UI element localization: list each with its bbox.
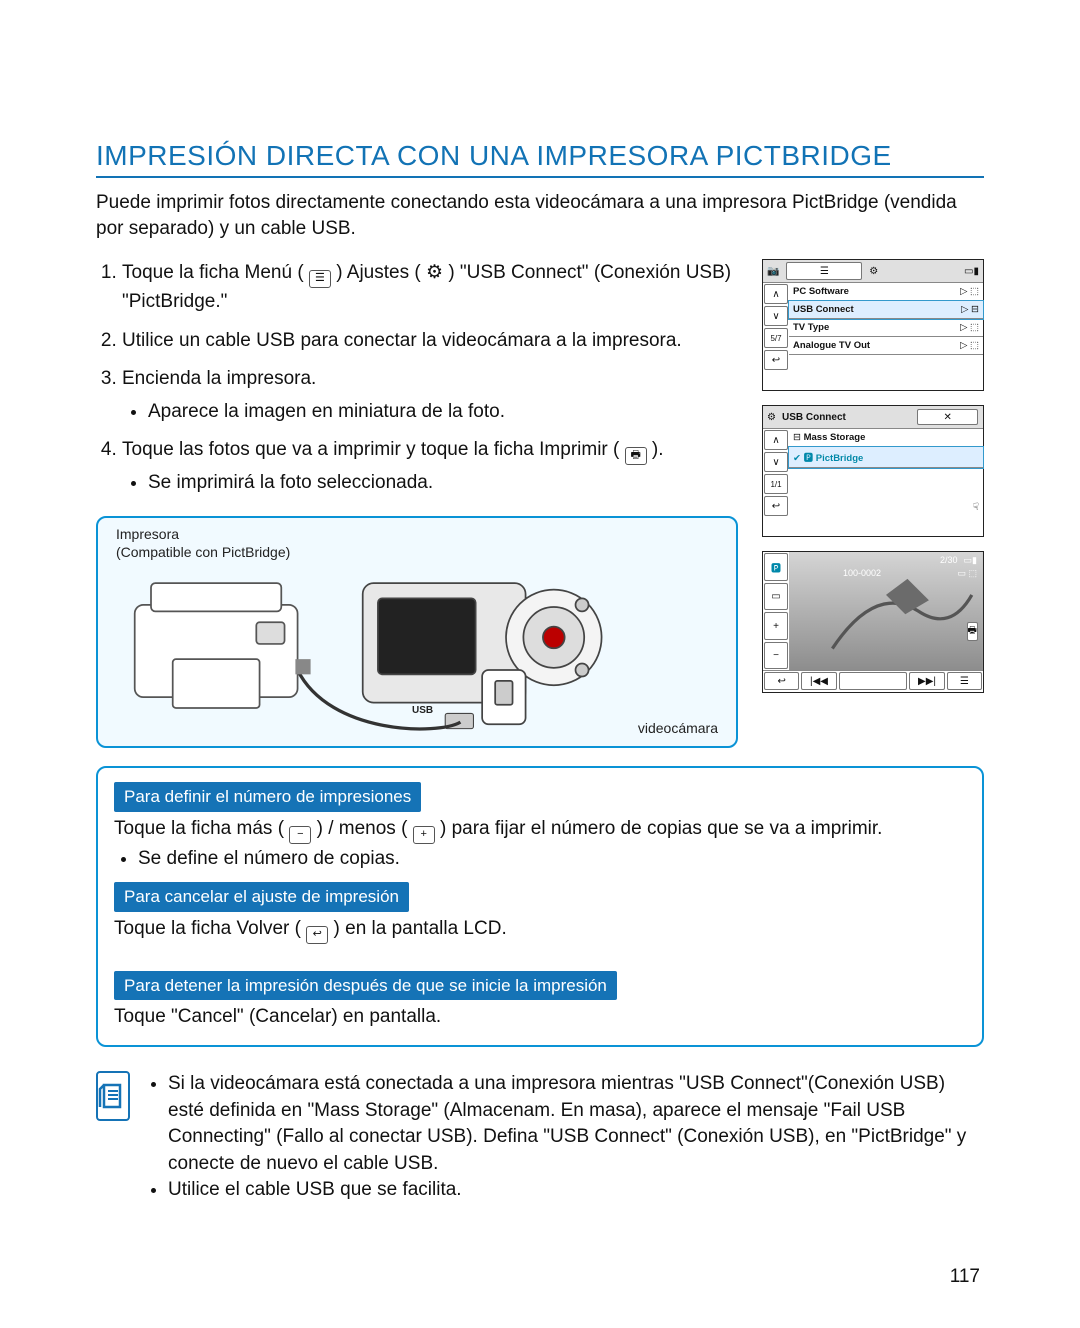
- label-set-copies: Para definir el número de impresiones: [114, 782, 421, 812]
- menu-tv-type[interactable]: TV Type: [793, 322, 829, 333]
- next-icon[interactable]: ▶▶|: [909, 672, 944, 690]
- back-icon[interactable]: ↩: [764, 496, 788, 516]
- plus-icon: +: [413, 826, 435, 844]
- copies-icon: ▭: [764, 583, 788, 611]
- copies-note: Se define el número de copias.: [138, 846, 966, 873]
- screen-print-preview: 🅿 ▭ + − 2/30 ▭: [762, 551, 984, 693]
- page-indicator: 1/1: [764, 474, 788, 494]
- back-icon[interactable]: ↩: [764, 672, 799, 690]
- menu-analogue-tv[interactable]: Analogue TV Out: [793, 340, 870, 351]
- menu-pc-software[interactable]: PC Software: [793, 286, 849, 297]
- menu-icon: ☰: [786, 262, 862, 280]
- page-indicator: 5/7: [764, 328, 788, 348]
- step-4-sub: Se imprimirá la foto seleccionada.: [148, 469, 738, 498]
- screen-settings-menu: 📷 ☰ ⚙ ▭▮ ∧ ∨ 5/7 ↩ PC Software▷ ⬚ U: [762, 259, 984, 391]
- step-3: Encienda la impresora. Aparece la imagen…: [122, 365, 738, 426]
- gear-icon: ⚙: [767, 412, 776, 423]
- note-icon: [96, 1071, 130, 1121]
- page-title: IMPRESIÓN DIRECTA CON UNA IMPRESORA PICT…: [96, 140, 984, 178]
- note-block: Si la videocámara está conectada a una i…: [96, 1071, 984, 1204]
- folder-label: 100-0002: [843, 568, 881, 578]
- menu-icon[interactable]: ☰: [947, 672, 982, 690]
- connection-diagram: Impresora (Compatible con PictBridge) vi…: [96, 516, 738, 748]
- steps-list: Toque la ficha Menú ( ☰ ) Ajustes ( ⚙ ) …: [96, 259, 738, 498]
- down-arrow-icon[interactable]: ∨: [764, 306, 788, 326]
- minus-button[interactable]: −: [764, 642, 788, 670]
- step-3-sub: Aparece la imagen en miniatura de la fot…: [148, 398, 738, 427]
- pictbridge-icon: 🅿: [804, 453, 814, 464]
- screenshots-column: 📷 ☰ ⚙ ▭▮ ∧ ∨ 5/7 ↩ PC Software▷ ⬚ U: [762, 259, 984, 748]
- usb-connect-title: USB Connect: [782, 412, 846, 423]
- diagram-svg: [98, 518, 736, 746]
- back-icon: ↩: [306, 926, 328, 944]
- step-4: Toque las fotos que va a imprimir y toqu…: [122, 436, 738, 498]
- screen-usb-connect: ⚙ USB Connect ✕ ∧ ∨ 1/1 ↩ ⊟ Mass Storage…: [762, 405, 984, 537]
- battery-icon: ▭▮: [964, 555, 977, 566]
- steps-column: Toque la ficha Menú ( ☰ ) Ajustes ( ⚙ ) …: [96, 259, 738, 748]
- up-arrow-icon[interactable]: ∧: [764, 430, 788, 450]
- menu-usb-connect[interactable]: USB Connect: [793, 304, 854, 315]
- option-pictbridge[interactable]: PictBridge: [816, 453, 864, 464]
- print-icon: 🖶: [625, 447, 647, 465]
- gear-icon: ⚙: [426, 262, 443, 283]
- pictbridge-icon: 🅿: [764, 553, 788, 581]
- minus-icon: −: [289, 826, 311, 844]
- page-number: 117: [950, 1266, 980, 1288]
- step-1: Toque la ficha Menú ( ☰ ) Ajustes ( ⚙ ) …: [122, 259, 738, 317]
- option-mass-storage[interactable]: Mass Storage: [804, 432, 866, 443]
- intro-paragraph: Puede imprimir fotos directamente conect…: [96, 190, 984, 241]
- camera-icon: 📷: [767, 266, 779, 277]
- label-stop-printing: Para detener la impresión después de que…: [114, 971, 617, 1001]
- back-icon[interactable]: ↩: [764, 350, 788, 370]
- tips-callout: Para definir el número de impresiones To…: [96, 766, 984, 1047]
- manual-page: IMPRESIÓN DIRECTA CON UNA IMPRESORA PICT…: [0, 0, 1080, 1328]
- label-cancel-setting: Para cancelar el ajuste de impresión: [114, 882, 409, 912]
- two-column-layout: Toque la ficha Menú ( ☰ ) Ajustes ( ⚙ ) …: [96, 259, 984, 748]
- photo-preview: 2/30 ▭▮ 100-0002 ▭ ⬚ 🖶: [789, 552, 983, 670]
- note-2: Utilice el cable USB que se facilita.: [168, 1177, 984, 1204]
- down-arrow-icon[interactable]: ∨: [764, 452, 788, 472]
- photo-counter: 2/30: [940, 555, 958, 566]
- battery-icon: ▭▮: [964, 266, 979, 277]
- up-arrow-icon[interactable]: ∧: [764, 284, 788, 304]
- gear-icon: ⚙: [869, 266, 878, 277]
- note-1: Si la videocámara está conectada a una i…: [168, 1071, 984, 1177]
- touch-hand-icon: ☟: [973, 502, 979, 513]
- prev-icon[interactable]: |◀◀: [801, 672, 836, 690]
- stop-printing-text: Toque "Cancel" (Cancelar) en pantalla.: [114, 1006, 441, 1027]
- plus-button[interactable]: +: [764, 612, 788, 640]
- menu-icon: ☰: [309, 270, 331, 288]
- close-icon[interactable]: ✕: [917, 409, 978, 425]
- step-2: Utilice un cable USB para conectar la vi…: [122, 327, 738, 356]
- print-button[interactable]: 🖶: [967, 622, 978, 641]
